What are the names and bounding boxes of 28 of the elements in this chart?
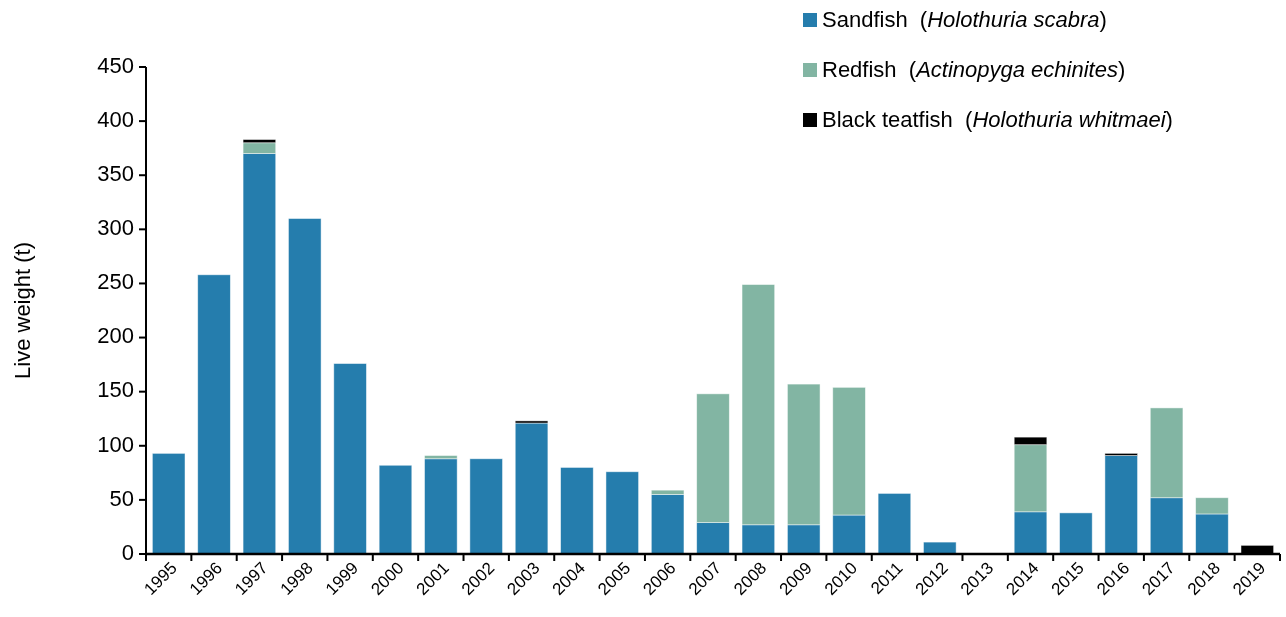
bar xyxy=(877,493,912,555)
y-tick-label: 350 xyxy=(97,161,134,187)
bar xyxy=(424,458,458,555)
bar xyxy=(469,458,503,555)
bar xyxy=(605,471,640,555)
y-tick-label: 200 xyxy=(97,323,134,349)
y-tick-label: 50 xyxy=(109,485,134,511)
y-tick-label: 250 xyxy=(97,269,134,295)
bar xyxy=(288,218,322,555)
y-tick-label: 150 xyxy=(97,377,134,403)
bar xyxy=(333,363,367,555)
y-tick-label: 0 xyxy=(121,539,134,565)
bar xyxy=(1104,455,1138,555)
legend-label: Redfish (Actinopyga echinites) xyxy=(822,56,1126,82)
legend-label: Sandfish (Holothuria scabra) xyxy=(822,6,1107,32)
bar xyxy=(923,541,957,555)
y-tick-label: 300 xyxy=(97,215,134,241)
bar xyxy=(560,467,594,555)
bar xyxy=(1059,512,1093,555)
y-tick-label: 450 xyxy=(97,52,134,78)
legend-label: Black teatfish (Holothuria whitmaei) xyxy=(822,106,1173,132)
y-axis-title: Live weight (t) xyxy=(9,242,35,379)
bar xyxy=(197,274,231,555)
y-tick-label: 400 xyxy=(97,106,134,132)
y-tick-label: 100 xyxy=(97,431,134,457)
bar xyxy=(378,464,413,555)
bar xyxy=(514,422,549,555)
bar xyxy=(151,452,186,555)
